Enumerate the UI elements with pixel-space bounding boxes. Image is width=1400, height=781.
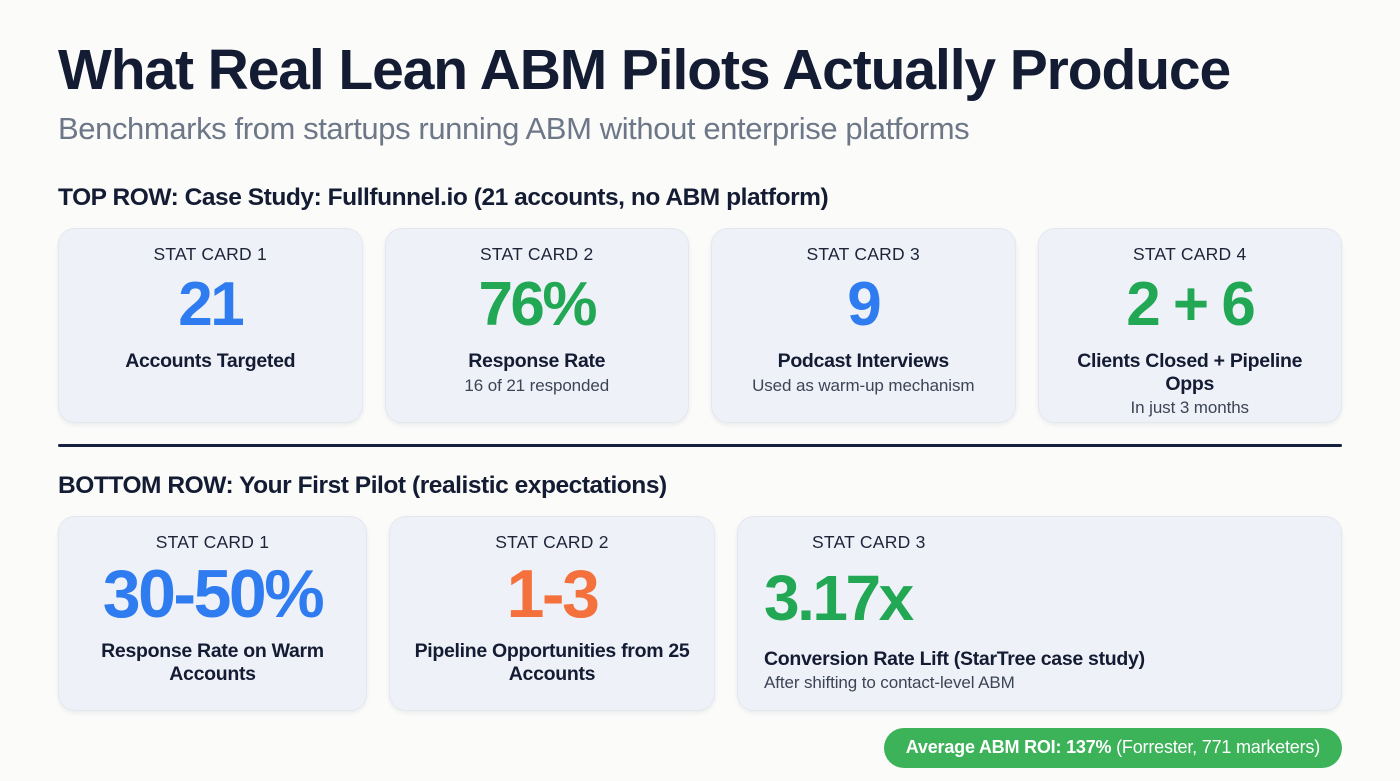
- top-stat-card-4: STAT CARD 4 2 + 6 Clients Closed + Pipelin…: [1037, 227, 1342, 423]
- card-value: 9: [847, 269, 881, 339]
- top-stat-card-row: STAT CARD 1 21 Accounts Targeted STAT CARD …: [58, 227, 1342, 423]
- roi-badge-value: Average ABM ROI: 137%: [905, 737, 1112, 758]
- bottom-stat-card-2: STAT CARD 2 1-3 Pipeline Opportunities fro…: [389, 515, 715, 711]
- card-value: 2 + 6: [1126, 269, 1256, 339]
- card-kicker: STAT CARD 2: [479, 243, 594, 264]
- card-kicker: STAT CARD 1: [155, 531, 270, 552]
- bottom-stat-card-row: STAT CARD 1 30-50% Response Rate on Warm A…: [58, 515, 1342, 711]
- section-divider: [58, 443, 1342, 447]
- footer-row: Average ABM ROI: 137% (Forrester, 771 ma…: [883, 728, 1342, 768]
- card-label: Pipeline Opportunities from 25 Accounts: [414, 639, 690, 685]
- card-label: Clients Closed + Pipeline Opps: [1077, 349, 1303, 395]
- bottom-stat-card-1: STAT CARD 1 30-50% Response Rate on Warm A…: [58, 515, 367, 711]
- card-kicker: STAT CARD 4: [1132, 243, 1247, 264]
- bottom-stat-card-3: STAT CARD 3 3.17x Conversion Rate Lift (St…: [737, 515, 1342, 711]
- page-subtitle: Benchmarks from startups running ABM wit…: [58, 110, 970, 146]
- card-label: Podcast Interviews: [777, 349, 950, 372]
- card-sublabel: After shifting to contact-level ABM: [764, 672, 1015, 692]
- card-sublabel: In just 3 months: [1130, 398, 1250, 418]
- roi-badge: Average ABM ROI: 137% (Forrester, 771 ma…: [883, 728, 1342, 768]
- card-value: 21: [178, 269, 244, 339]
- bottom-section-heading: BOTTOM ROW: Your First Pilot (realistic …: [58, 471, 667, 499]
- card-label: Response Rate: [468, 349, 606, 372]
- card-value: 3.17x: [764, 561, 914, 634]
- roi-badge-source: (Forrester, 771 marketers): [1116, 737, 1320, 758]
- card-sublabel: 16 of 21 responded: [464, 375, 610, 395]
- card-kicker: STAT CARD 3: [806, 243, 921, 264]
- card-kicker: STAT CARD 2: [495, 531, 609, 552]
- top-stat-card-1: STAT CARD 1 21 Accounts Targeted: [58, 227, 363, 423]
- card-value: 1-3: [506, 555, 600, 632]
- top-section-heading: TOP ROW: Case Study: Fullfunnel.io (21 a…: [58, 183, 829, 211]
- card-value: 30-50%: [102, 555, 325, 632]
- card-kicker: STAT CARD 1: [153, 243, 268, 264]
- card-sublabel: Used as warm-up mechanism: [752, 375, 975, 395]
- top-stat-card-3: STAT CARD 3 9 Podcast Interviews Used as wa…: [711, 227, 1016, 423]
- top-stat-card-2: STAT CARD 2 76% Response Rate 16 of 21 resp…: [384, 227, 689, 423]
- card-label: Response Rate on Warm Accounts: [101, 639, 324, 685]
- card-label: Conversion Rate Lift (StarTree case stud…: [764, 647, 1145, 670]
- page-title: What Real Lean ABM Pilots Actually Produ…: [58, 38, 1231, 102]
- card-label: Accounts Targeted: [125, 349, 296, 372]
- card-value: 76%: [478, 269, 597, 339]
- card-kicker: STAT CARD 3: [812, 531, 926, 552]
- header: What Real Lean ABM Pilots Actually Produ…: [58, 0, 1342, 147]
